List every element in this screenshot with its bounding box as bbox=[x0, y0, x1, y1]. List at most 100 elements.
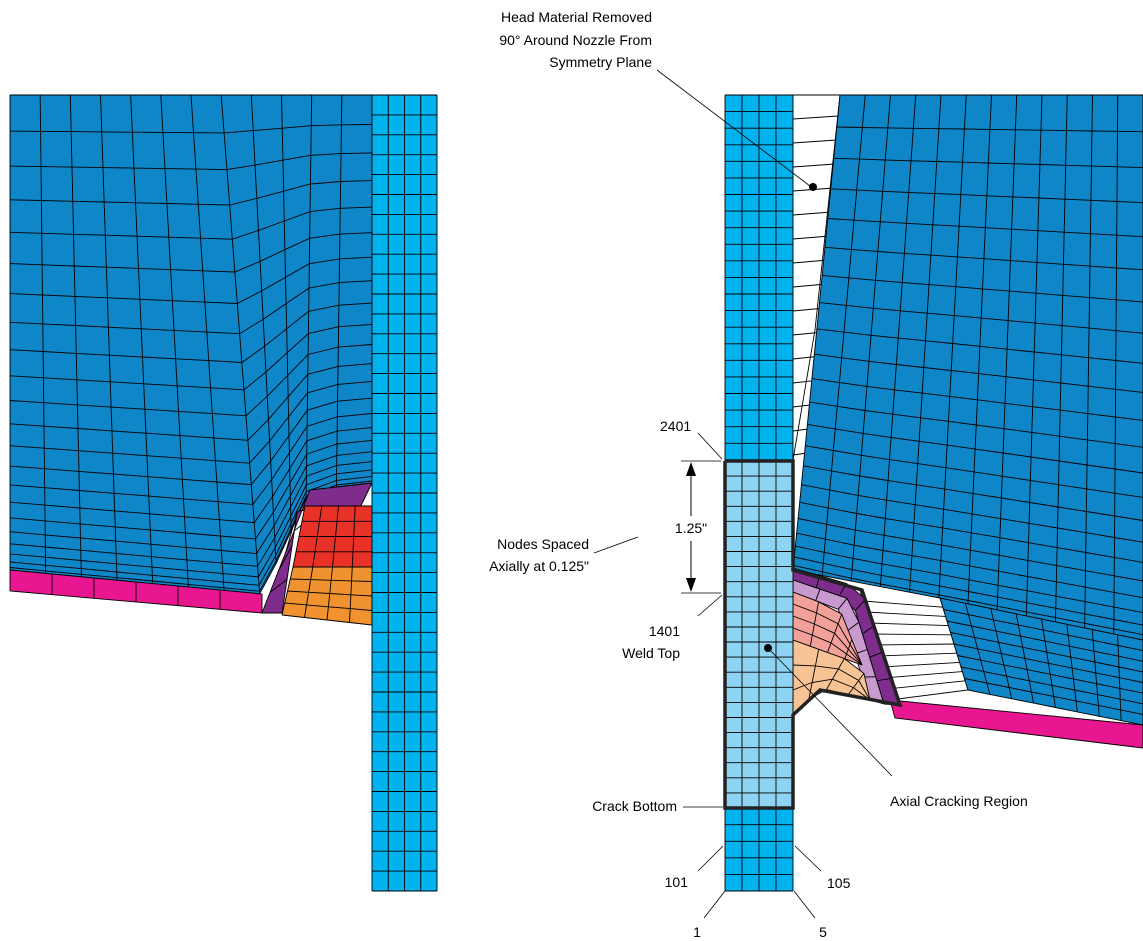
left-nozzle-mesh bbox=[371, 94, 438, 892]
head-removed-label-line3: Symmetry Plane bbox=[549, 54, 652, 70]
weld-top-label: Weld Top bbox=[622, 645, 680, 661]
right-buttering-line bbox=[876, 678, 892, 682]
right-weld-upper-light-line bbox=[792, 591, 863, 666]
right-head-mesh-line bbox=[1025, 94, 1043, 618]
dimension-arrow-down bbox=[686, 578, 696, 592]
right-head-lower-mesh-line bbox=[990, 608, 1013, 699]
right-head-mesh-line bbox=[821, 94, 866, 577]
left-weld-lower-line bbox=[326, 566, 333, 621]
right-buttering-light-line bbox=[846, 621, 860, 632]
left-head-mesh-fill bbox=[10, 95, 372, 594]
left-buttering-line bbox=[309, 482, 373, 491]
right-transition-line bbox=[868, 622, 949, 627]
left-buttering-fill bbox=[262, 483, 372, 613]
left-weld-lower-line bbox=[281, 566, 294, 616]
crack-bottom-label: Crack Bottom bbox=[592, 798, 677, 814]
removed-head-line bbox=[792, 235, 830, 240]
right-cladding bbox=[889, 699, 1143, 749]
node-1401-leader bbox=[697, 594, 723, 617]
left-head-mesh-line bbox=[305, 94, 313, 499]
dimension-arrow-up bbox=[686, 462, 696, 476]
right-transition-line bbox=[865, 611, 946, 617]
head-removed-label-line1: Head Material Removed bbox=[501, 9, 652, 25]
removed-head-line bbox=[792, 259, 829, 264]
right-head-mesh bbox=[792, 94, 1143, 641]
right-mesh-model bbox=[723, 94, 1143, 892]
left-weld-upper bbox=[292, 505, 373, 568]
right-head-lower-mesh-line bbox=[939, 597, 969, 691]
right-transition-line bbox=[886, 680, 966, 690]
left-head-mesh-line bbox=[220, 94, 261, 594]
node-105-label: 105 bbox=[827, 875, 851, 891]
left-weld-upper-line bbox=[292, 505, 306, 568]
node-1401-label: 1401 bbox=[649, 623, 680, 639]
right-transition-line bbox=[874, 643, 955, 646]
node-1-label: 1 bbox=[693, 924, 701, 940]
removed-head-line bbox=[792, 211, 832, 216]
node-101-label: 101 bbox=[665, 874, 689, 890]
axial-cracking-leader bbox=[767, 647, 893, 777]
right-transition-line bbox=[877, 652, 957, 657]
right-transition-line bbox=[880, 661, 960, 668]
right-weld-lower-light-line bbox=[808, 649, 820, 700]
right-head-mesh-line bbox=[909, 94, 942, 595]
right-head-mesh-line bbox=[1084, 94, 1093, 629]
left-head-mesh-line bbox=[69, 94, 82, 577]
left-weld-upper-line bbox=[312, 505, 323, 568]
annotations: Head Material Removed 90° Around Nozzle … bbox=[489, 9, 1028, 940]
right-head-mesh-line bbox=[792, 94, 841, 571]
node-1-leader bbox=[703, 890, 726, 919]
right-weld-lower-light-line bbox=[847, 673, 865, 696]
right-head-mesh-line bbox=[967, 94, 992, 606]
left-weld-upper-line bbox=[351, 505, 356, 568]
right-head-mesh-line bbox=[1054, 94, 1068, 623]
right-transition-line bbox=[883, 671, 963, 679]
node-101-leader bbox=[697, 845, 724, 872]
right-head-lower-mesh-line bbox=[1117, 634, 1122, 721]
node-5-leader bbox=[793, 890, 816, 919]
crack-region-mesh bbox=[724, 460, 794, 809]
left-weld-upper-line bbox=[332, 505, 339, 568]
left-head-mesh-line bbox=[100, 94, 118, 581]
axial-cracking-label: Axial Cracking Region bbox=[890, 793, 1028, 809]
left-weld-lower-line bbox=[304, 566, 314, 618]
node-105-leader bbox=[794, 845, 822, 872]
right-weld-upper-light-line bbox=[827, 613, 843, 653]
right-head-lower-mesh bbox=[939, 597, 1143, 726]
head-removed-leader bbox=[656, 69, 811, 187]
left-head-mesh-line bbox=[335, 94, 343, 488]
right-head-lower-mesh-line bbox=[1091, 629, 1100, 717]
right-head-mesh-line bbox=[1113, 94, 1119, 635]
right-weld-upper-light-line bbox=[844, 639, 853, 659]
axial-cracking-outline bbox=[723, 459, 903, 810]
right-head-lower-mesh-line bbox=[1041, 618, 1056, 708]
right-buttering-light-line bbox=[815, 588, 821, 601]
left-head-mesh bbox=[9, 94, 373, 595]
node-2401-leader bbox=[697, 432, 723, 460]
removed-head-line bbox=[792, 163, 835, 168]
right-head-mesh-line bbox=[850, 94, 891, 584]
left-buttering-line bbox=[277, 545, 293, 573]
right-buttering-line bbox=[869, 651, 883, 658]
left-buttering-line bbox=[285, 511, 298, 552]
node-2401-label: 2401 bbox=[660, 418, 691, 434]
right-head-lower-mesh-line bbox=[1015, 613, 1035, 704]
removed-head-line bbox=[792, 115, 839, 120]
left-weld-lower-fill bbox=[282, 567, 372, 625]
nodes-spaced-label-line1: Nodes Spaced bbox=[497, 536, 589, 552]
head-removed-label-line2: 90° Around Nozzle From bbox=[499, 32, 652, 48]
right-transition-line bbox=[862, 600, 943, 608]
left-mesh-model bbox=[9, 94, 438, 892]
right-weld-lower-light-line bbox=[826, 658, 845, 690]
dimension-label: 1.25" bbox=[675, 520, 707, 536]
right-head-lower-mesh-line bbox=[1066, 624, 1078, 712]
right-weld-lower-light-line bbox=[792, 639, 871, 701]
right-head-mesh-line bbox=[996, 94, 1018, 612]
left-weld-lower-line bbox=[349, 566, 353, 623]
right-head-mesh-fill bbox=[793, 95, 1143, 640]
left-weld-lower bbox=[281, 566, 373, 626]
right-head-lower-mesh-line bbox=[964, 603, 991, 695]
left-head-mesh-line bbox=[39, 94, 47, 574]
left-head-mesh-line bbox=[160, 94, 189, 588]
